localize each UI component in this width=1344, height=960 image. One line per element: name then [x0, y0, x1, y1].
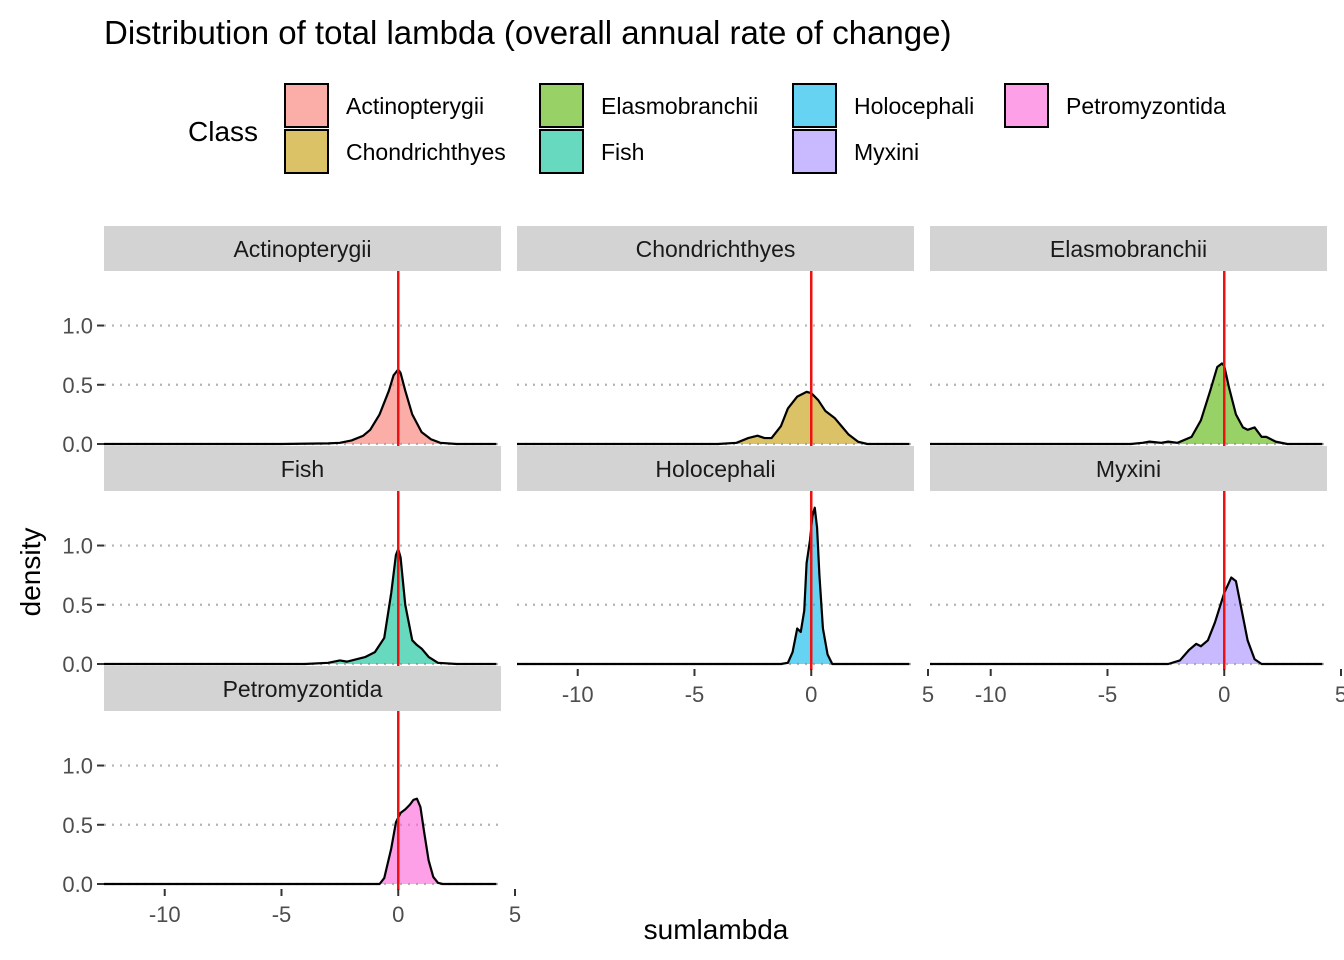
y-tick-label: 1.0 — [62, 754, 93, 779]
density-area-holocephali — [517, 507, 910, 664]
legend-label-petromyzontida: Petromyzontida — [1066, 93, 1226, 119]
facet-strip — [930, 226, 1327, 271]
facet-strip — [104, 446, 501, 491]
facet-panel-petromyzontida: Petromyzontida 0.0 0.5 1.0 -10 -5 0 5 — [62, 666, 521, 927]
facet-panel-elasmobranchii: Elasmobranchii — [930, 226, 1327, 450]
x-tick-label: 0 — [805, 682, 817, 707]
legend-key-fish — [539, 129, 584, 174]
facet-strip — [517, 226, 914, 271]
x-tick-label: -5 — [272, 902, 292, 927]
legend: Class Actinopterygii Chondrichthyes Elasmo… — [188, 83, 1226, 174]
facet-strip — [104, 666, 501, 711]
y-tick-label: 0.0 — [62, 652, 93, 677]
y-tick-label: 0.5 — [62, 593, 93, 618]
y-tick-label: 1.0 — [62, 314, 93, 339]
y-tick-label: 0.5 — [62, 813, 93, 838]
legend-key-elasmobranchii — [539, 83, 584, 128]
density-line-myxini — [930, 576, 1323, 666]
facet-strip-label: Fish — [281, 456, 324, 482]
legend-key-myxini — [792, 129, 837, 174]
density-line-petromyzontida — [104, 797, 497, 886]
chart-title: Distribution of total lambda (overall an… — [104, 14, 951, 51]
facet-strip-label: Myxini — [1096, 456, 1161, 482]
density-line-actinopterygii — [104, 368, 497, 446]
density-area-fish — [104, 549, 497, 664]
x-tick-label: -10 — [975, 682, 1007, 707]
facet-strip-label: Actinopterygii — [233, 236, 371, 262]
x-tick-label: 5 — [509, 902, 521, 927]
legend-label-elasmobranchii: Elasmobranchii — [601, 93, 758, 119]
facet-panel-myxini: Myxini -10 -5 0 5 — [930, 446, 1344, 707]
y-tick-label: 1.0 — [62, 534, 93, 559]
legend-title: Class — [188, 116, 258, 147]
density-line-fish — [104, 547, 497, 666]
density-line-chondrichthyes — [517, 390, 910, 446]
facet-panel-chondrichthyes: Chondrichthyes — [517, 226, 914, 450]
x-axis-label: sumlambda — [644, 914, 789, 945]
facet-panels: Actinopterygii 0.0 0.5 1.0 Chondrichthyes Ela… — [62, 226, 1344, 927]
facet-strip — [104, 226, 501, 271]
y-axis-label: density — [15, 528, 46, 617]
facet-strip-label: Chondrichthyes — [636, 236, 796, 262]
x-tick-label: 0 — [1218, 682, 1230, 707]
legend-key-actinopterygii — [284, 83, 329, 128]
density-line-elasmobranchii — [930, 362, 1323, 446]
x-tick-label: -10 — [562, 682, 594, 707]
facet-strip — [930, 446, 1327, 491]
legend-label-chondrichthyes: Chondrichthyes — [346, 139, 506, 165]
x-tick-label: -5 — [1098, 682, 1118, 707]
facet-strip-label: Elasmobranchii — [1050, 236, 1207, 262]
facet-strip-label: Petromyzontida — [223, 676, 383, 702]
legend-label-fish: Fish — [601, 139, 644, 165]
legend-key-petromyzontida — [1004, 83, 1049, 128]
y-tick-label: 0.0 — [62, 872, 93, 897]
facet-strip — [517, 446, 914, 491]
x-tick-label: -10 — [149, 902, 181, 927]
facet-panel-actinopterygii: Actinopterygii 0.0 0.5 1.0 — [62, 226, 501, 457]
x-tick-label: 5 — [1335, 682, 1344, 707]
density-area-elasmobranchii — [930, 363, 1323, 444]
facet-panel-fish: Fish 0.0 0.5 1.0 — [62, 446, 501, 677]
legend-label-myxini: Myxini — [854, 139, 919, 165]
x-tick-label: -5 — [685, 682, 705, 707]
facet-strip-label: Holocephali — [655, 456, 775, 482]
density-line-holocephali — [517, 506, 910, 666]
x-tick-label: 5 — [922, 682, 934, 707]
legend-key-holocephali — [792, 83, 837, 128]
legend-label-holocephali: Holocephali — [854, 93, 974, 119]
legend-label-actinopterygii: Actinopterygii — [346, 93, 484, 119]
legend-key-chondrichthyes — [284, 129, 329, 174]
x-tick-label: 0 — [392, 902, 404, 927]
density-area-actinopterygii — [104, 369, 497, 444]
y-tick-label: 0.0 — [62, 432, 93, 457]
facet-panel-holocephali: Holocephali -10 -5 0 5 — [517, 446, 934, 707]
y-tick-label: 0.5 — [62, 373, 93, 398]
density-area-myxini — [930, 577, 1323, 664]
density-area-petromyzontida — [104, 798, 497, 884]
